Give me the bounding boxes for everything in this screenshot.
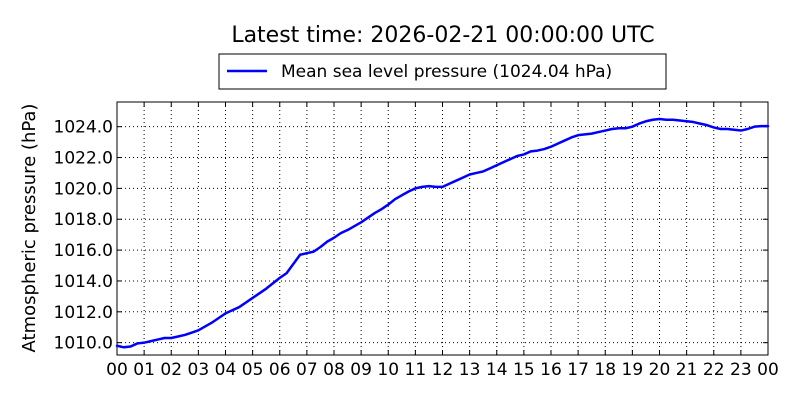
x-tick-label: 09 bbox=[350, 360, 372, 380]
legend: Mean sea level pressure (1024.04 hPa) bbox=[218, 53, 667, 90]
legend-label: Mean sea level pressure (1024.04 hPa) bbox=[281, 62, 612, 82]
x-tick-label: 14 bbox=[486, 360, 508, 380]
x-tick-label: 12 bbox=[432, 360, 454, 380]
x-tick-label: 13 bbox=[459, 360, 481, 380]
axis-ticks bbox=[116, 102, 769, 355]
x-tick-label: 16 bbox=[540, 360, 562, 380]
y-tick-labels: 1010.0 1012.0 1014.0 1016.0 1018.0 1020.0 1022… bbox=[54, 118, 113, 354]
y-tick-label: 1024.0 bbox=[54, 118, 113, 138]
x-tick-label: 03 bbox=[188, 360, 210, 380]
x-tick-label: 00 bbox=[106, 360, 128, 380]
x-tick-label: 21 bbox=[676, 360, 698, 380]
x-tick-label: 11 bbox=[405, 360, 427, 380]
x-tick-labels: 00 01 02 03 04 05 06 07 08 09 10 11 12 13 14 15 16 17 18 19… bbox=[106, 360, 779, 380]
x-tick-label: 20 bbox=[649, 360, 671, 380]
legend-box bbox=[218, 53, 667, 90]
y-tick-label: 1010.0 bbox=[54, 334, 113, 354]
x-tick-label: 19 bbox=[622, 360, 644, 380]
x-tick-label: 07 bbox=[296, 360, 318, 380]
y-tick-label: 1018.0 bbox=[54, 210, 113, 230]
y-tick-label: 1016.0 bbox=[54, 241, 113, 261]
y-tick-label: 1020.0 bbox=[54, 179, 113, 199]
y-tick-label: 1022.0 bbox=[54, 149, 113, 169]
x-tick-label: 02 bbox=[160, 360, 182, 380]
y-tick-label: 1012.0 bbox=[54, 303, 113, 323]
x-tick-label: 01 bbox=[133, 360, 155, 380]
y-tick-label: 1014.0 bbox=[54, 272, 113, 292]
x-tick-label: 22 bbox=[703, 360, 725, 380]
x-tick-label: 08 bbox=[323, 360, 345, 380]
x-tick-label: 18 bbox=[594, 360, 616, 380]
x-tick-label: 06 bbox=[269, 360, 291, 380]
x-tick-label: 05 bbox=[242, 360, 264, 380]
x-tick-label: 04 bbox=[215, 360, 237, 380]
chart-title: Latest time: 2026-02-21 00:00:00 UTC bbox=[231, 23, 654, 48]
grid bbox=[116, 102, 769, 355]
x-tick-label: 00 bbox=[757, 360, 779, 380]
y-axis-label: Atmospheric pressure (hPa) bbox=[19, 104, 40, 353]
x-tick-label: 15 bbox=[513, 360, 535, 380]
x-tick-label: 23 bbox=[730, 360, 752, 380]
x-tick-label: 17 bbox=[567, 360, 589, 380]
plot-area-frame bbox=[116, 101, 769, 356]
series-line-mean-sea-level-pressure bbox=[115, 117, 770, 349]
x-tick-label: 10 bbox=[377, 360, 399, 380]
